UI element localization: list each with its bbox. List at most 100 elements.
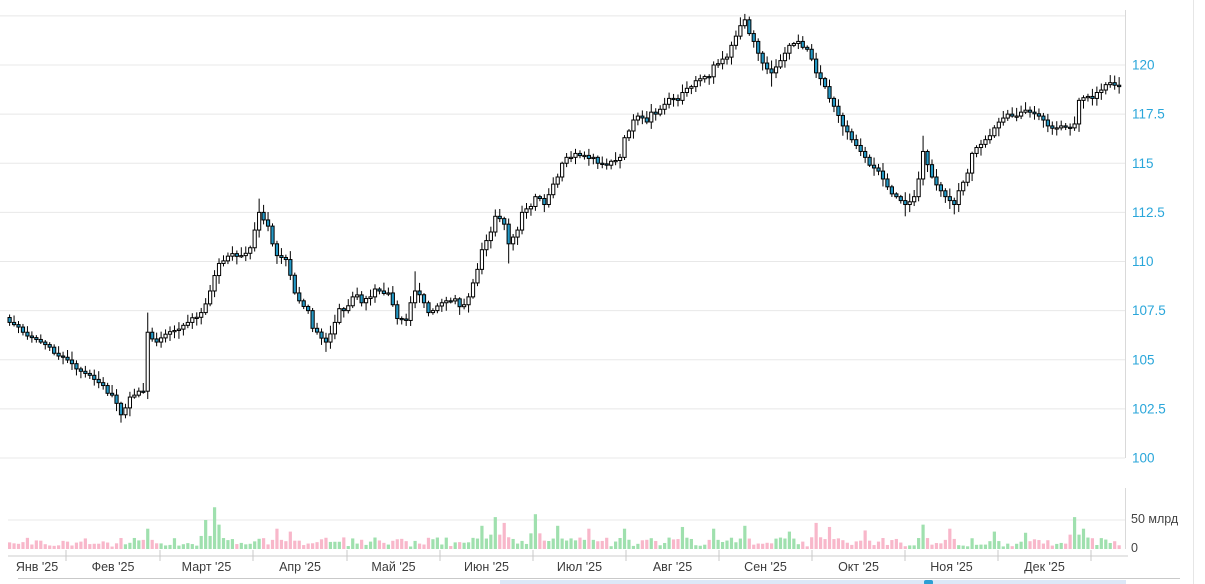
candle-up [488,231,493,242]
volume-bar [297,540,301,549]
candle-up [555,176,560,185]
candle-down [1036,113,1042,117]
candle-down [600,162,605,165]
candle-up [328,333,333,343]
candle-up [658,108,663,115]
volume-bar [952,538,956,549]
volume-bar [649,538,653,549]
volume-bar [868,540,872,549]
volume-bar [114,543,119,549]
candle-down [341,308,346,312]
candle-up [430,310,436,314]
candle-down [903,200,908,206]
table-column-header-selected[interactable] [925,580,1042,584]
volume-bar [885,544,890,549]
volume-bar [1095,544,1099,549]
candle-down [390,292,395,306]
candle-down [314,327,320,333]
table-column-header-selected[interactable] [680,580,927,584]
volume-bar [796,544,800,549]
table-column-header[interactable] [133,580,253,584]
candle-down [288,259,293,276]
candle-down [47,344,52,348]
volume-bar [667,537,671,549]
volume-bar [106,542,110,549]
candle-down [827,86,832,99]
candle-down [261,211,266,221]
volume-bar [400,538,404,549]
candle-down [880,170,886,180]
candle-down [675,98,681,101]
table-header-sort-icon[interactable] [924,580,933,584]
volume-bar [636,543,640,549]
volume-bar [943,539,947,549]
volume-bar [257,538,261,549]
candle-up [912,196,917,203]
volume-bar [409,546,413,549]
candle-down [25,331,30,337]
table-column-header-selected[interactable] [1040,580,1128,584]
candle-down [448,300,453,303]
volume-bar [302,545,306,549]
volume-bar [556,525,560,549]
candle-down [1050,125,1055,129]
volume-bar [605,537,609,549]
volume-bar [569,538,573,549]
volume-bar [542,540,546,549]
volume-bar [270,539,275,549]
volume-bar [1108,542,1112,549]
table-column-header[interactable] [18,580,134,584]
candle-up [216,262,222,277]
volume-bar [925,538,930,549]
volume-bar [854,541,858,549]
volume-bar [368,541,373,549]
candle-down [943,190,948,198]
volume-bar [110,546,114,549]
candle-down [417,290,422,296]
candle-down [118,402,124,416]
volume-bar [565,540,569,549]
candle-up [702,76,707,80]
volume-bar [190,544,194,549]
volume-bar [948,528,952,549]
volume-bar [395,539,399,549]
candle-up [662,103,667,110]
volume-bar [235,544,239,549]
candle-up [711,64,716,78]
candle-down [96,378,101,384]
candle-up [551,183,556,196]
candle-up [346,305,351,312]
candle-up [969,152,975,174]
volume-bar [217,524,221,549]
volume-bar [386,544,390,549]
volume-bar [774,538,778,549]
candle-down [800,40,805,48]
table-column-header[interactable] [385,580,501,584]
volume-bar [261,538,266,549]
table-column-header-selected[interactable] [585,580,682,584]
x-axis-month-label: Июн '25 [464,560,509,574]
table-column-header[interactable] [252,580,386,584]
candle-up [609,160,614,166]
volume-bar [792,538,796,549]
candle-up [693,80,698,88]
volume-bar [934,543,939,549]
candle-up [791,43,796,46]
volume-bar [288,531,292,549]
volume-bar [74,542,79,549]
candle-up [983,139,988,145]
candle-down [301,300,306,307]
volume-bar [921,524,925,549]
candle-down [270,225,275,245]
candle-down [421,294,427,304]
volume-bar [168,544,172,549]
candle-down [154,338,159,343]
candle-up [1076,99,1082,125]
volume-bar [769,543,774,549]
volume-bar [475,538,480,549]
volume-bar [1064,543,1068,549]
table-column-header-selected[interactable] [500,580,587,584]
volume-bar [1072,517,1077,549]
candle-up [145,331,150,392]
